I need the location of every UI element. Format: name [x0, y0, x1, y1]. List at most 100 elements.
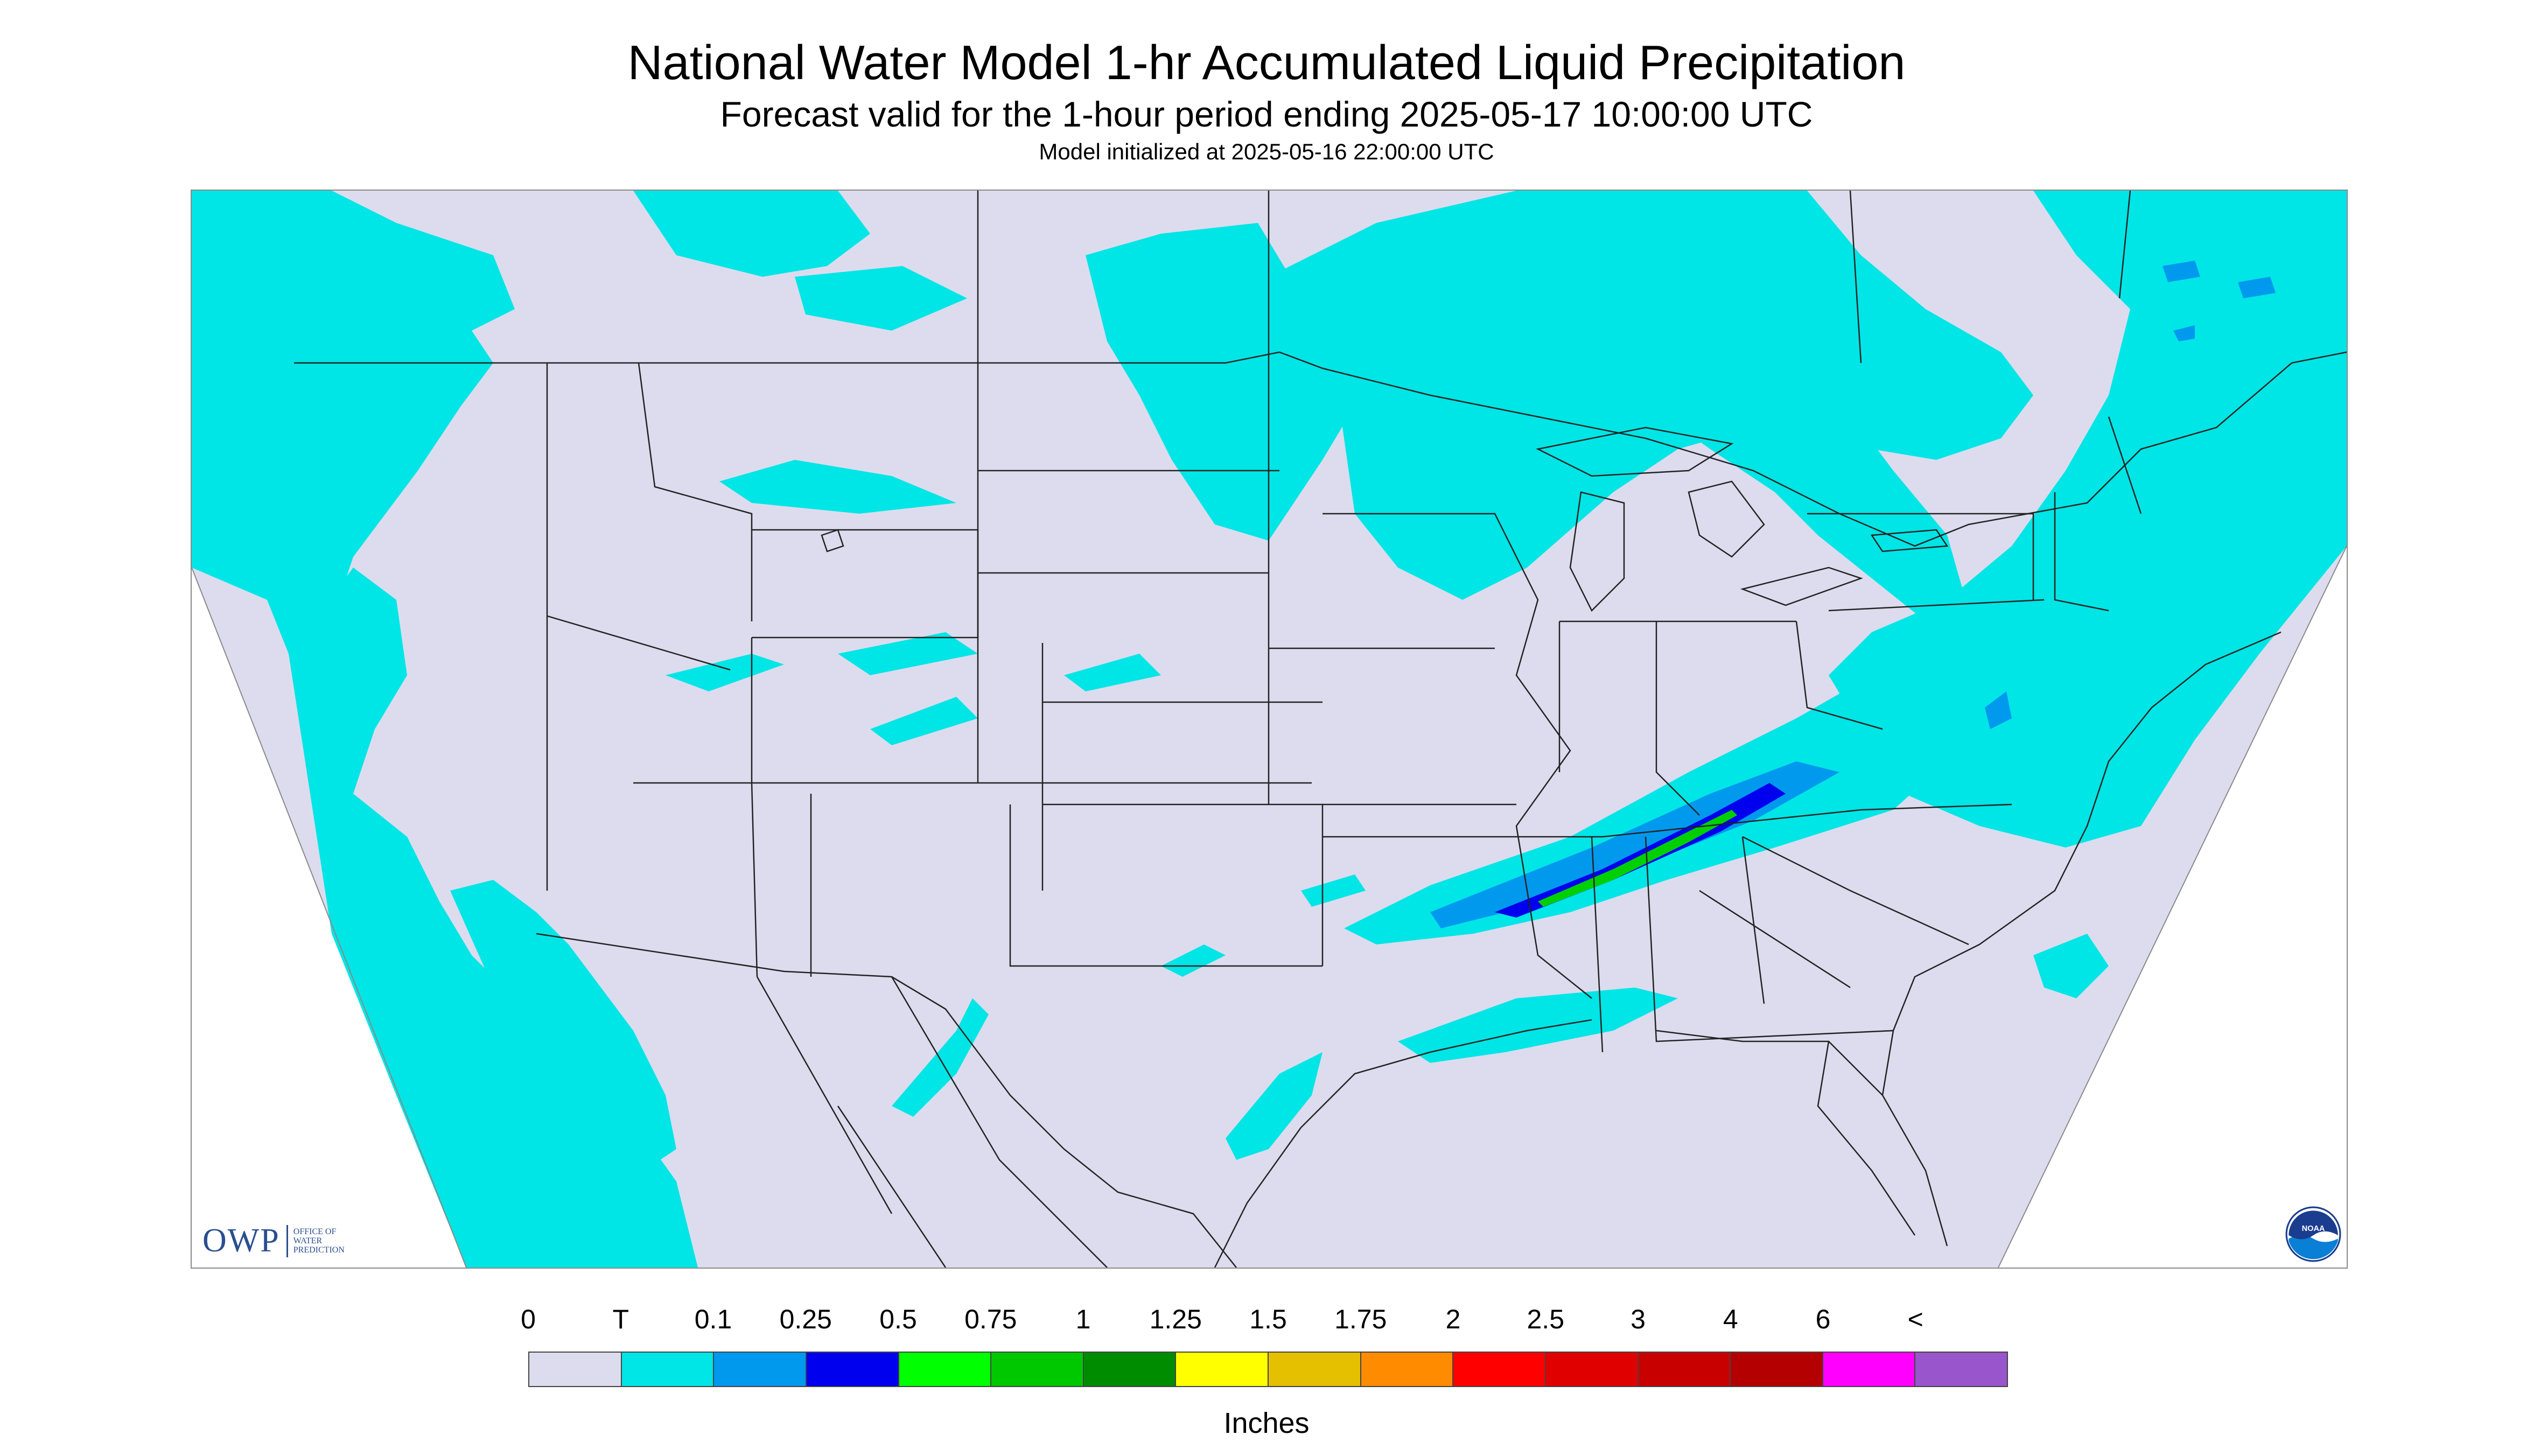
legend-label-12: 3 — [1631, 1304, 1646, 1334]
state-line-24 — [1591, 836, 1604, 1053]
legend-swatch-2 — [714, 1353, 807, 1386]
state-line-15 — [1009, 804, 1323, 967]
legend-swatch-3 — [806, 1353, 899, 1386]
legend-label-9: 1.75 — [1334, 1304, 1387, 1334]
precip-area-montana — [795, 266, 967, 331]
precip-area-gulf-coast — [1398, 988, 1678, 1063]
state-line-22 — [1655, 621, 1700, 816]
precip-area-texas-small — [1161, 944, 1226, 977]
legend-swatch-11 — [1545, 1353, 1639, 1386]
state-line-30 — [1828, 599, 2045, 612]
map-title: National Water Model 1-hr Accumulated Li… — [627, 36, 1906, 90]
atlantic-coast-line — [1881, 631, 2282, 1096]
precip-area-utah-band — [838, 632, 978, 675]
state-line-26 — [1741, 836, 1765, 1004]
owp-divider — [286, 1224, 288, 1257]
canada-border — [294, 351, 2347, 547]
precip-area-nevada-band — [666, 654, 784, 691]
lake-huron — [1688, 480, 1765, 558]
state-line-20 — [1323, 803, 2012, 838]
precip-area-colorado-south — [1064, 654, 1161, 691]
legend-label-1: T — [612, 1304, 629, 1334]
state-line-33 — [1699, 890, 1851, 989]
forecast-valid-subtitle: Forecast valid for the 1-hour period end… — [720, 94, 1813, 134]
lake-michigan — [1569, 491, 1625, 612]
no-data-area-east — [1998, 191, 2347, 1268]
state-line-9 — [633, 782, 758, 977]
legend-label-15: < — [1907, 1304, 1923, 1334]
noaa-seal-text: NOAA — [2302, 1224, 2325, 1233]
state-line-31 — [2054, 492, 2109, 612]
legend-label-3: 0.25 — [779, 1304, 832, 1334]
precip-area-northern-plains — [1086, 223, 1355, 541]
legend-swatch-5 — [991, 1353, 1084, 1386]
legend-swatch-4 — [899, 1353, 992, 1386]
precipitation-map: OWP OFFICE OF WATER PREDICTION NOAA — [191, 190, 2348, 1269]
legend-swatch-7 — [1176, 1353, 1269, 1386]
precip-area-west-texas — [1301, 874, 1366, 907]
legend-label-6: 1 — [1075, 1304, 1091, 1334]
state-boundaries — [294, 191, 2347, 1268]
florida-west-coast — [1817, 1041, 1916, 1236]
legend-label-8: 1.5 — [1249, 1304, 1287, 1334]
precip-area-new-mexico — [892, 998, 989, 1117]
great-salt-lake — [821, 529, 844, 552]
florida-outline — [1656, 1030, 1948, 1247]
legend-swatch-13 — [1731, 1353, 1823, 1386]
owp-line-2: WATER — [293, 1236, 323, 1245]
map-canvas — [192, 191, 2347, 1268]
legend-swatch-10 — [1453, 1353, 1546, 1386]
noaa-seal-icon: NOAA — [2285, 1206, 2341, 1262]
precip-heavy-layer — [1538, 810, 1737, 907]
lake-superior — [1536, 426, 1734, 477]
no-data-area-west — [192, 191, 466, 1268]
legend-swatch-0 — [529, 1353, 622, 1386]
state-line-32 — [2108, 416, 2142, 514]
precip-area-southeast-swath — [1344, 664, 1979, 944]
legend-label-13: 4 — [1723, 1304, 1738, 1334]
legend-swatch-14 — [1823, 1353, 1916, 1386]
legend-units-label: Inches — [1223, 1407, 1310, 1439]
precip-area-california-offshore — [450, 880, 676, 1171]
legend-label-5: 0.75 — [964, 1304, 1017, 1334]
state-line-2 — [547, 615, 731, 671]
owp-wordmark: OFFICE OF WATER PREDICTION — [293, 1227, 345, 1255]
precip-area-colorado-band — [870, 697, 978, 745]
legend-swatch-8 — [1269, 1353, 1361, 1386]
precip-area-montana-west — [633, 191, 870, 277]
precip-area-wyoming — [719, 460, 956, 514]
precip-area-se-band — [1495, 783, 1786, 918]
state-line-28 — [1795, 621, 1883, 730]
legend-label-11: 2.5 — [1527, 1304, 1565, 1334]
mexico-state-lines — [756, 976, 1108, 1268]
legend-swatch-1 — [621, 1353, 715, 1386]
legend-color-bar — [528, 1352, 2008, 1387]
legend-swatch-6 — [1083, 1353, 1177, 1386]
owp-line-3: PREDICTION — [293, 1245, 345, 1255]
precip-area-atlantic-se — [2033, 934, 2109, 998]
state-line-17 — [1323, 513, 1592, 999]
state-line-3 — [638, 362, 753, 621]
precip-area-chesapeake-light — [1985, 691, 2012, 729]
canada-provinces — [977, 191, 2131, 363]
state-line-13 — [1042, 803, 1324, 966]
precip-area-texas-coast — [1226, 1052, 1323, 1160]
legend-label-10: 2 — [1445, 1304, 1461, 1334]
legend-label-7: 1.25 — [1149, 1304, 1202, 1334]
legend-labels: 0 T 0.1 0.25 0.5 0.75 1 1.25 1.5 1.75 2 2.5 3 4 6 < — [0, 1303, 2533, 1341]
precip-area-great-lakes — [1635, 363, 1969, 621]
owp-mark: OWP — [202, 1222, 280, 1259]
owp-logo: OWP OFFICE OF WATER PREDICTION — [202, 1222, 345, 1260]
lake-ontario — [1870, 529, 1949, 552]
owp-line-1: OFFICE OF — [293, 1227, 337, 1236]
state-line-25 — [1645, 836, 1894, 1042]
legend-label-0: 0 — [521, 1304, 536, 1334]
state-line-29 — [1807, 513, 2034, 600]
mexico-border — [536, 933, 1237, 1268]
legend-label-4: 0.5 — [879, 1304, 917, 1334]
precip-moderate-layer — [1495, 783, 1786, 918]
precip-trace-layer — [192, 191, 2347, 1268]
precip-area-pacific-northwest — [192, 191, 515, 654]
precip-area-se-core — [1538, 810, 1737, 907]
legend-label-2: 0.1 — [694, 1304, 732, 1334]
